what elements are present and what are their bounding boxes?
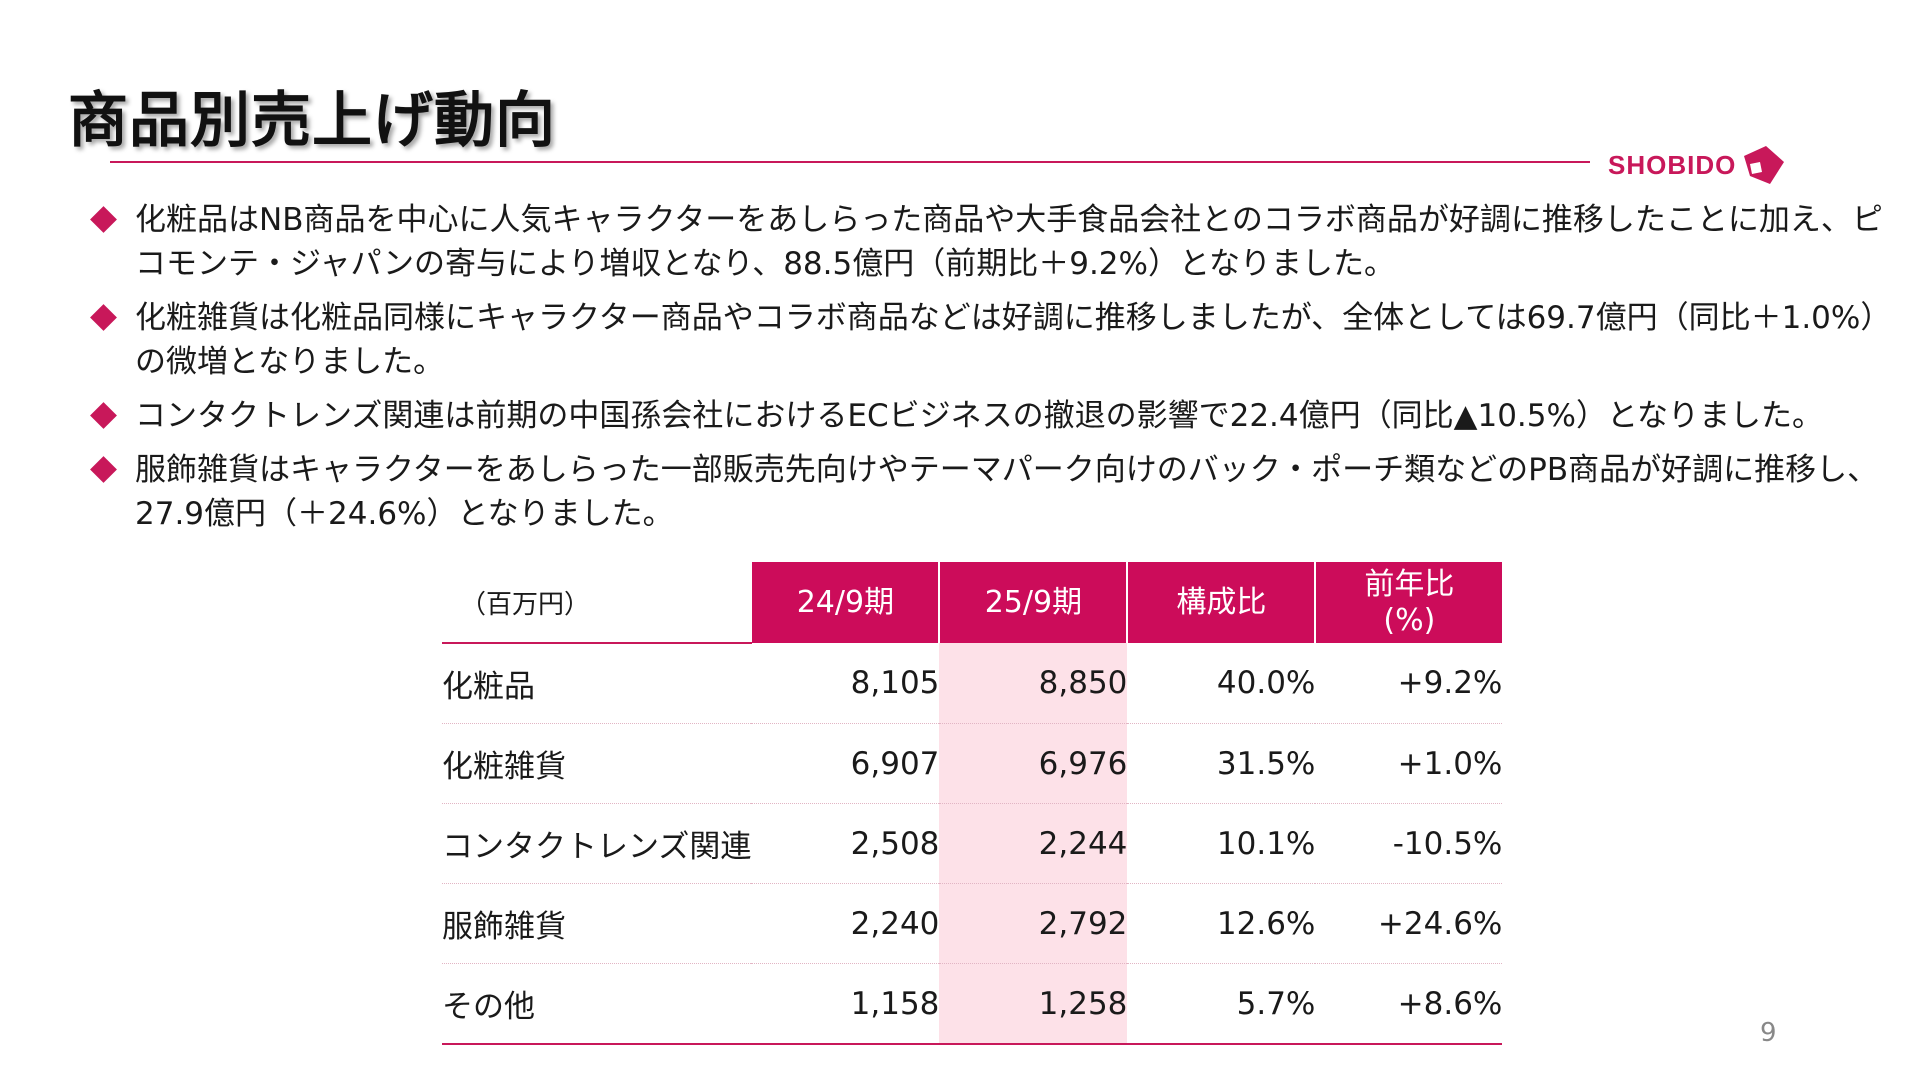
row-yoy: +24.6% [1315, 883, 1503, 964]
header-yoy-label: 前年比 [1364, 566, 1455, 602]
bullet-text: 化粧雑貨は化粧品同様にキャラクター商品やコラボ商品などは好調に推移しましたが、全… [135, 300, 1876, 380]
row-share: 12.6% [1127, 883, 1316, 964]
row-curr: 2,244 [939, 803, 1128, 884]
table-row: 服飾雑貨 2,240 2,792 12.6% +24.6% [442, 883, 1503, 964]
row-prev: 6,907 [751, 723, 940, 804]
table-row: 化粧品 8,105 8,850 40.0% +9.2% [442, 643, 1503, 724]
logo-mark-icon [1744, 146, 1785, 184]
bullet-item: 化粧雑貨は化粧品同様にキャラクター商品やコラボ商品などは好調に推移しましたが、全… [88, 296, 1888, 384]
logo-text: SHOBIDO [1608, 149, 1737, 180]
row-name: 化粧品 [442, 643, 752, 724]
title-divider [110, 161, 1590, 163]
diamond-bullet-icon [90, 304, 117, 331]
bullet-text: コンタクトレンズ関連は前期の中国孫会社におけるECビジネスの撤退の影響で22.4… [135, 398, 1824, 434]
row-name: 服飾雑貨 [442, 883, 752, 964]
row-name: 化粧雑貨 [442, 723, 752, 804]
header-curr-period: 25/9期 [938, 562, 1128, 643]
bullet-text: 服飾雑貨はキャラクターをあしらった一部販売先向けやテーマパーク向けのバック・ポー… [135, 452, 1879, 532]
row-yoy: +8.6% [1315, 963, 1503, 1045]
row-prev: 2,240 [751, 883, 940, 964]
bullet-item: コンタクトレンズ関連は前期の中国孫会社におけるECビジネスの撤退の影響で22.4… [88, 394, 1888, 438]
company-logo: SHOBIDO [1608, 142, 1788, 188]
row-share: 5.7% [1127, 963, 1316, 1045]
page-title: 商品別売上げ動向 [68, 86, 556, 156]
bullet-item: 化粧品はNB商品を中心に人気キャラクターをあしらった商品や大手食品会社とのコラボ… [88, 198, 1888, 286]
unit-label: （百万円） [442, 562, 752, 644]
bullet-item: 服飾雑貨はキャラクターをあしらった一部販売先向けやテーマパーク向けのバック・ポー… [88, 448, 1888, 536]
sales-table: （百万円） 24/9期 25/9期 構成比 前年比 (%) 化粧品 8,105 … [442, 562, 1503, 1045]
row-prev: 1,158 [751, 963, 940, 1045]
row-share: 10.1% [1127, 803, 1316, 884]
row-share: 40.0% [1127, 643, 1316, 724]
table-header-row: （百万円） 24/9期 25/9期 構成比 前年比 (%) [442, 562, 1503, 644]
header-yoy: 前年比 (%) [1314, 562, 1503, 643]
diamond-bullet-icon [90, 402, 117, 429]
diamond-bullet-icon [90, 206, 117, 233]
bullet-list: 化粧品はNB商品を中心に人気キャラクターをあしらった商品や大手食品会社とのコラボ… [88, 198, 1888, 546]
row-yoy: +1.0% [1315, 723, 1503, 804]
table-row: その他 1,158 1,258 5.7% +8.6% [442, 963, 1503, 1045]
row-share: 31.5% [1127, 723, 1316, 804]
row-curr: 2,792 [939, 883, 1128, 964]
bullet-text: 化粧品はNB商品を中心に人気キャラクターをあしらった商品や大手食品会社とのコラボ… [135, 202, 1883, 282]
row-yoy: -10.5% [1315, 803, 1503, 884]
page-number: 9 [1760, 1018, 1777, 1048]
header-yoy-unit: (%) [1383, 602, 1436, 638]
row-prev: 2,508 [751, 803, 940, 884]
row-yoy: +9.2% [1315, 643, 1503, 724]
diamond-bullet-icon [90, 456, 117, 483]
row-curr: 1,258 [939, 963, 1128, 1045]
header-share: 構成比 [1126, 562, 1316, 643]
table-row: 化粧雑貨 6,907 6,976 31.5% +1.0% [442, 723, 1503, 804]
row-name: コンタクトレンズ関連 [442, 803, 752, 884]
header-prev-period: 24/9期 [750, 562, 940, 643]
row-curr: 6,976 [939, 723, 1128, 804]
row-name: その他 [442, 963, 752, 1045]
row-curr: 8,850 [939, 643, 1128, 724]
table-row: コンタクトレンズ関連 2,508 2,244 10.1% -10.5% [442, 803, 1503, 884]
row-prev: 8,105 [751, 643, 940, 724]
